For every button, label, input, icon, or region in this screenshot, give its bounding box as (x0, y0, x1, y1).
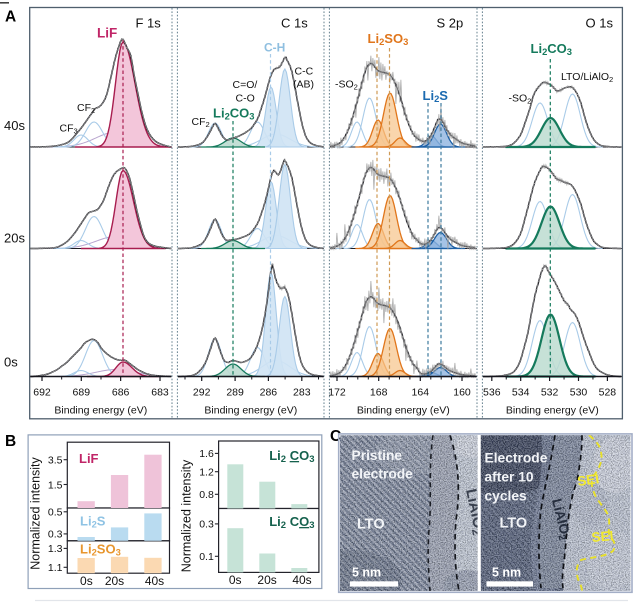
svg-text:534: 534 (512, 387, 530, 399)
svg-text:20s: 20s (257, 573, 276, 587)
svg-text:LTO: LTO (357, 517, 385, 533)
svg-text:532: 532 (541, 387, 559, 399)
svg-text:Binding energy (eV): Binding energy (eV) (54, 405, 147, 417)
svg-text:686: 686 (112, 387, 130, 399)
svg-text:C-H: C-H (264, 41, 285, 55)
svg-text:Li2S: Li2S (80, 514, 106, 530)
svg-text:0.3: 0.3 (48, 529, 63, 541)
svg-text:LiF: LiF (97, 26, 117, 41)
svg-text:SEI: SEI (576, 471, 600, 489)
svg-text:C-O: C-O (236, 93, 255, 105)
svg-text:cycles: cycles (485, 489, 528, 504)
svg-text:(AB): (AB) (293, 79, 314, 91)
svg-text:C 1s: C 1s (281, 16, 308, 31)
svg-text:0.5: 0.5 (48, 507, 63, 519)
svg-text:-SO2: -SO2 (509, 93, 532, 106)
svg-text:Li2S: Li2S (423, 88, 449, 104)
svg-text:CF2: CF2 (192, 116, 210, 129)
svg-text:O 1s: O 1s (586, 16, 614, 31)
svg-text:Li2CO3: Li2CO3 (531, 41, 573, 57)
svg-text:SEI: SEI (591, 528, 614, 545)
svg-text:283: 283 (293, 387, 311, 399)
svg-text:164: 164 (412, 387, 430, 399)
svg-text:F 1s: F 1s (136, 16, 162, 31)
svg-text:Binding energy (eV): Binding energy (eV) (506, 405, 599, 417)
svg-text:20s: 20s (4, 231, 25, 246)
svg-text:40s: 40s (292, 573, 311, 587)
svg-text:Li2 CO3: Li2 CO3 (269, 448, 314, 465)
svg-text:5 nm: 5 nm (492, 566, 521, 580)
svg-text:168: 168 (370, 387, 388, 399)
svg-text:B: B (5, 433, 16, 450)
svg-text:LiF: LiF (79, 451, 99, 466)
svg-text:1.6: 1.6 (199, 448, 214, 460)
svg-text:5 nm: 5 nm (352, 566, 381, 580)
svg-text:Normalized intensity: Normalized intensity (29, 456, 43, 569)
svg-text:528: 528 (599, 387, 617, 399)
svg-text:Binding energy (eV): Binding energy (eV) (204, 405, 297, 417)
svg-text:S 2p: S 2p (437, 16, 464, 31)
svg-text:-SO2: -SO2 (335, 79, 358, 92)
svg-text:Binding energy (eV): Binding energy (eV) (357, 405, 450, 417)
svg-text:CF2: CF2 (77, 102, 95, 115)
svg-text:20s: 20s (105, 574, 124, 588)
svg-text:after 10: after 10 (485, 470, 534, 485)
svg-text:0.1: 0.1 (199, 551, 214, 563)
svg-text:Pristine: Pristine (352, 448, 403, 463)
svg-text:0s: 0s (4, 355, 18, 370)
svg-text:40s: 40s (4, 118, 25, 133)
svg-text:172: 172 (328, 387, 346, 399)
svg-text:LTO/LiAlO2: LTO/LiAlO2 (561, 71, 613, 84)
svg-text:C=O/: C=O/ (233, 79, 258, 91)
svg-text:1.3: 1.3 (48, 543, 63, 555)
svg-text:530: 530 (570, 387, 588, 399)
svg-text:0s: 0s (229, 573, 242, 587)
svg-text:C-C: C-C (295, 66, 314, 78)
svg-text:689: 689 (73, 387, 91, 399)
svg-text:Normalized intensity: Normalized intensity (180, 459, 194, 572)
svg-text:0.3: 0.3 (199, 519, 214, 531)
svg-text:1.1: 1.1 (48, 562, 63, 574)
svg-text:Li2CO3: Li2CO3 (213, 106, 255, 122)
svg-text:692: 692 (33, 387, 51, 399)
svg-text:Electrode: Electrode (485, 451, 548, 466)
svg-text:0.8: 0.8 (199, 489, 214, 501)
svg-text:C: C (330, 428, 341, 445)
svg-text:0s: 0s (80, 574, 93, 588)
svg-text:Li2 CO3: Li2 CO3 (269, 514, 314, 531)
svg-text:536: 536 (483, 387, 501, 399)
svg-text:160: 160 (453, 387, 471, 399)
svg-text:289: 289 (226, 387, 244, 399)
svg-text:LTO: LTO (500, 516, 528, 532)
svg-text:A: A (5, 9, 16, 26)
svg-text:286: 286 (260, 387, 278, 399)
svg-text:292: 292 (193, 387, 211, 399)
svg-text:683: 683 (151, 387, 169, 399)
svg-text:3.5: 3.5 (48, 455, 63, 467)
svg-text:1.2: 1.2 (199, 467, 214, 479)
svg-text:40s: 40s (145, 574, 164, 588)
svg-text:1.5: 1.5 (48, 479, 63, 491)
svg-text:CF3: CF3 (60, 123, 78, 136)
svg-text:Li2SO3: Li2SO3 (80, 542, 121, 558)
svg-text:Li2SO3: Li2SO3 (368, 31, 409, 47)
svg-text:electrode: electrode (352, 467, 414, 482)
